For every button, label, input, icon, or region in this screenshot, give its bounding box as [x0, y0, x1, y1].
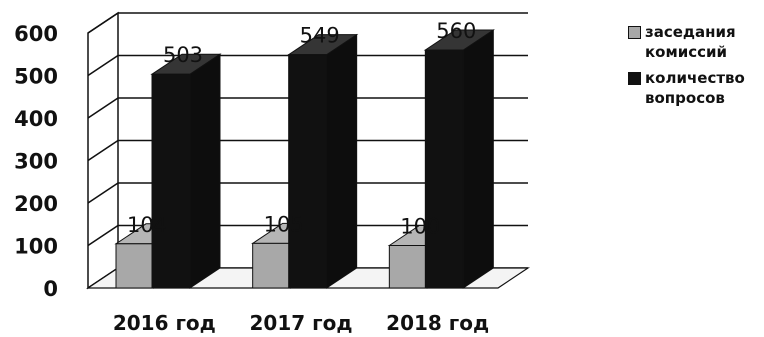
- bar-front: [151, 73, 191, 289]
- y-tick-label: 500: [14, 65, 58, 89]
- data-label: 105: [264, 212, 304, 236]
- legend-label-questions: количество вопросов: [645, 69, 745, 107]
- gridline: [87, 54, 528, 77]
- y-axis-ticks: 0 100 200 300 400 500 600: [14, 22, 58, 301]
- gridline: [87, 97, 528, 119]
- legend-item-commissions: заседания комиссий: [628, 22, 755, 62]
- x-axis-categories: 2016 год 2017 год 2018 год: [113, 311, 489, 335]
- y-tick-label: 200: [14, 192, 58, 216]
- x-category-label: 2016 год: [113, 311, 216, 335]
- data-label: 104: [127, 213, 167, 237]
- bar-front: [252, 242, 292, 289]
- legend: заседания комиссий количество вопросов: [628, 22, 755, 114]
- legend-label-commissions: заседания комиссий: [645, 23, 736, 61]
- data-labels: 104 503 105 549 100 560: [127, 19, 476, 239]
- x-category-label: 2018 год: [386, 311, 489, 335]
- gridline: [87, 182, 528, 204]
- bar: [423, 29, 495, 289]
- data-label: 549: [300, 24, 340, 48]
- bar-front: [424, 49, 464, 289]
- chart-bars: [114, 29, 495, 289]
- data-label: 100: [400, 215, 440, 239]
- y-tick-label: 100: [14, 235, 58, 259]
- data-label: 503: [163, 43, 203, 67]
- y-tick-label: 300: [14, 150, 58, 174]
- gridline: [87, 224, 528, 247]
- bar-side: [326, 33, 358, 289]
- legend-swatch-questions: [628, 72, 641, 85]
- legend-swatch-commissions: [628, 26, 641, 39]
- legend-item-questions: количество вопросов: [628, 68, 755, 108]
- bar-side: [189, 53, 221, 289]
- y-tick-label: 0: [43, 277, 58, 301]
- y-tick-label: 600: [14, 22, 58, 46]
- bar-front: [115, 243, 155, 289]
- data-label: 560: [436, 19, 476, 43]
- bar-front: [288, 54, 328, 289]
- x-category-label: 2017 год: [250, 311, 353, 335]
- y-tick-label: 400: [14, 107, 58, 131]
- gridline: [87, 139, 528, 162]
- bar: [287, 33, 359, 289]
- bar: [150, 53, 222, 289]
- bar-side: [462, 29, 494, 289]
- gridline: [87, 12, 528, 34]
- bar-front: [388, 245, 428, 289]
